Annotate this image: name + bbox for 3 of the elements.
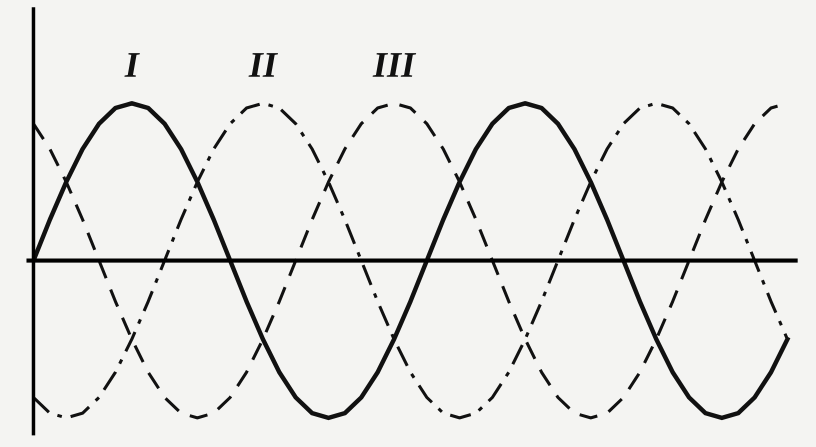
series-label: III — [372, 53, 416, 77]
series-label: II — [248, 53, 278, 77]
series-label: I — [124, 53, 140, 77]
